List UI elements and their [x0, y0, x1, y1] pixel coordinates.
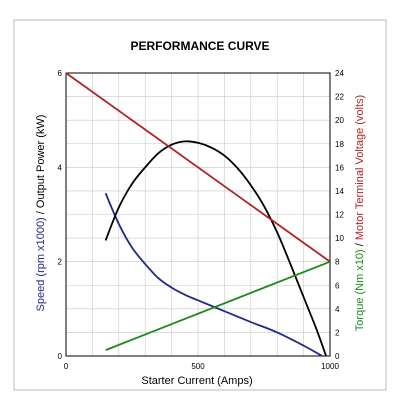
y-right-tick-label: 12	[335, 211, 344, 220]
y-left-tick-label: 4	[58, 163, 63, 172]
y-right-tick-label: 6	[335, 281, 340, 290]
y-right-tick-label: 16	[335, 163, 344, 172]
y-axis-right-label: Torque (Nm x10) / Motor Terminal Voltage…	[354, 95, 366, 331]
right-label-separator: /	[354, 240, 366, 249]
power-label: Output Power (kW)	[35, 115, 47, 209]
speed-label: Speed (rpm x1000)	[35, 217, 47, 311]
speed-curve	[104, 192, 323, 357]
y-right-tick-label: 18	[335, 140, 344, 149]
x-axis-label: Starter Current (Amps)	[141, 375, 252, 387]
y-left-tick-label: 0	[58, 352, 63, 361]
power-curve	[104, 140, 327, 357]
y-right-tick-label: 8	[335, 258, 340, 267]
grid-lines	[66, 73, 330, 356]
chart-title: PERFORMANCE CURVE	[130, 39, 269, 53]
y-axis-left-label: Speed (rpm x1000) / Output Power (kW)	[35, 115, 47, 312]
y-right-tick-label: 20	[335, 116, 344, 125]
torque-curve	[105, 260, 331, 351]
torque-label: Torque (Nm x10)	[354, 249, 366, 331]
series-lines	[65, 72, 331, 357]
chart-border	[13, 19, 387, 391]
x-tick-label: 1000	[321, 362, 339, 371]
left-label-separator: /	[35, 208, 47, 217]
y-right-tick-label: 2	[335, 328, 340, 337]
y-right-tick-label: 22	[335, 93, 344, 102]
y-right-tick-label: 24	[335, 69, 344, 78]
y-left-tick-label: 6	[58, 69, 63, 78]
y-right-tick-label: 0	[335, 352, 340, 361]
y-right-tick-label: 10	[335, 234, 344, 243]
y-left-tick-label: 2	[58, 258, 63, 267]
voltage-curve	[65, 72, 331, 263]
x-tick-label: 0	[64, 362, 69, 371]
y-right-tick-label: 4	[335, 305, 340, 314]
voltage-label: Motor Terminal Voltage (volts)	[354, 95, 366, 240]
plot-area	[65, 72, 331, 357]
y-right-tick-label: 14	[335, 187, 344, 196]
x-tick-label: 500	[191, 362, 205, 371]
